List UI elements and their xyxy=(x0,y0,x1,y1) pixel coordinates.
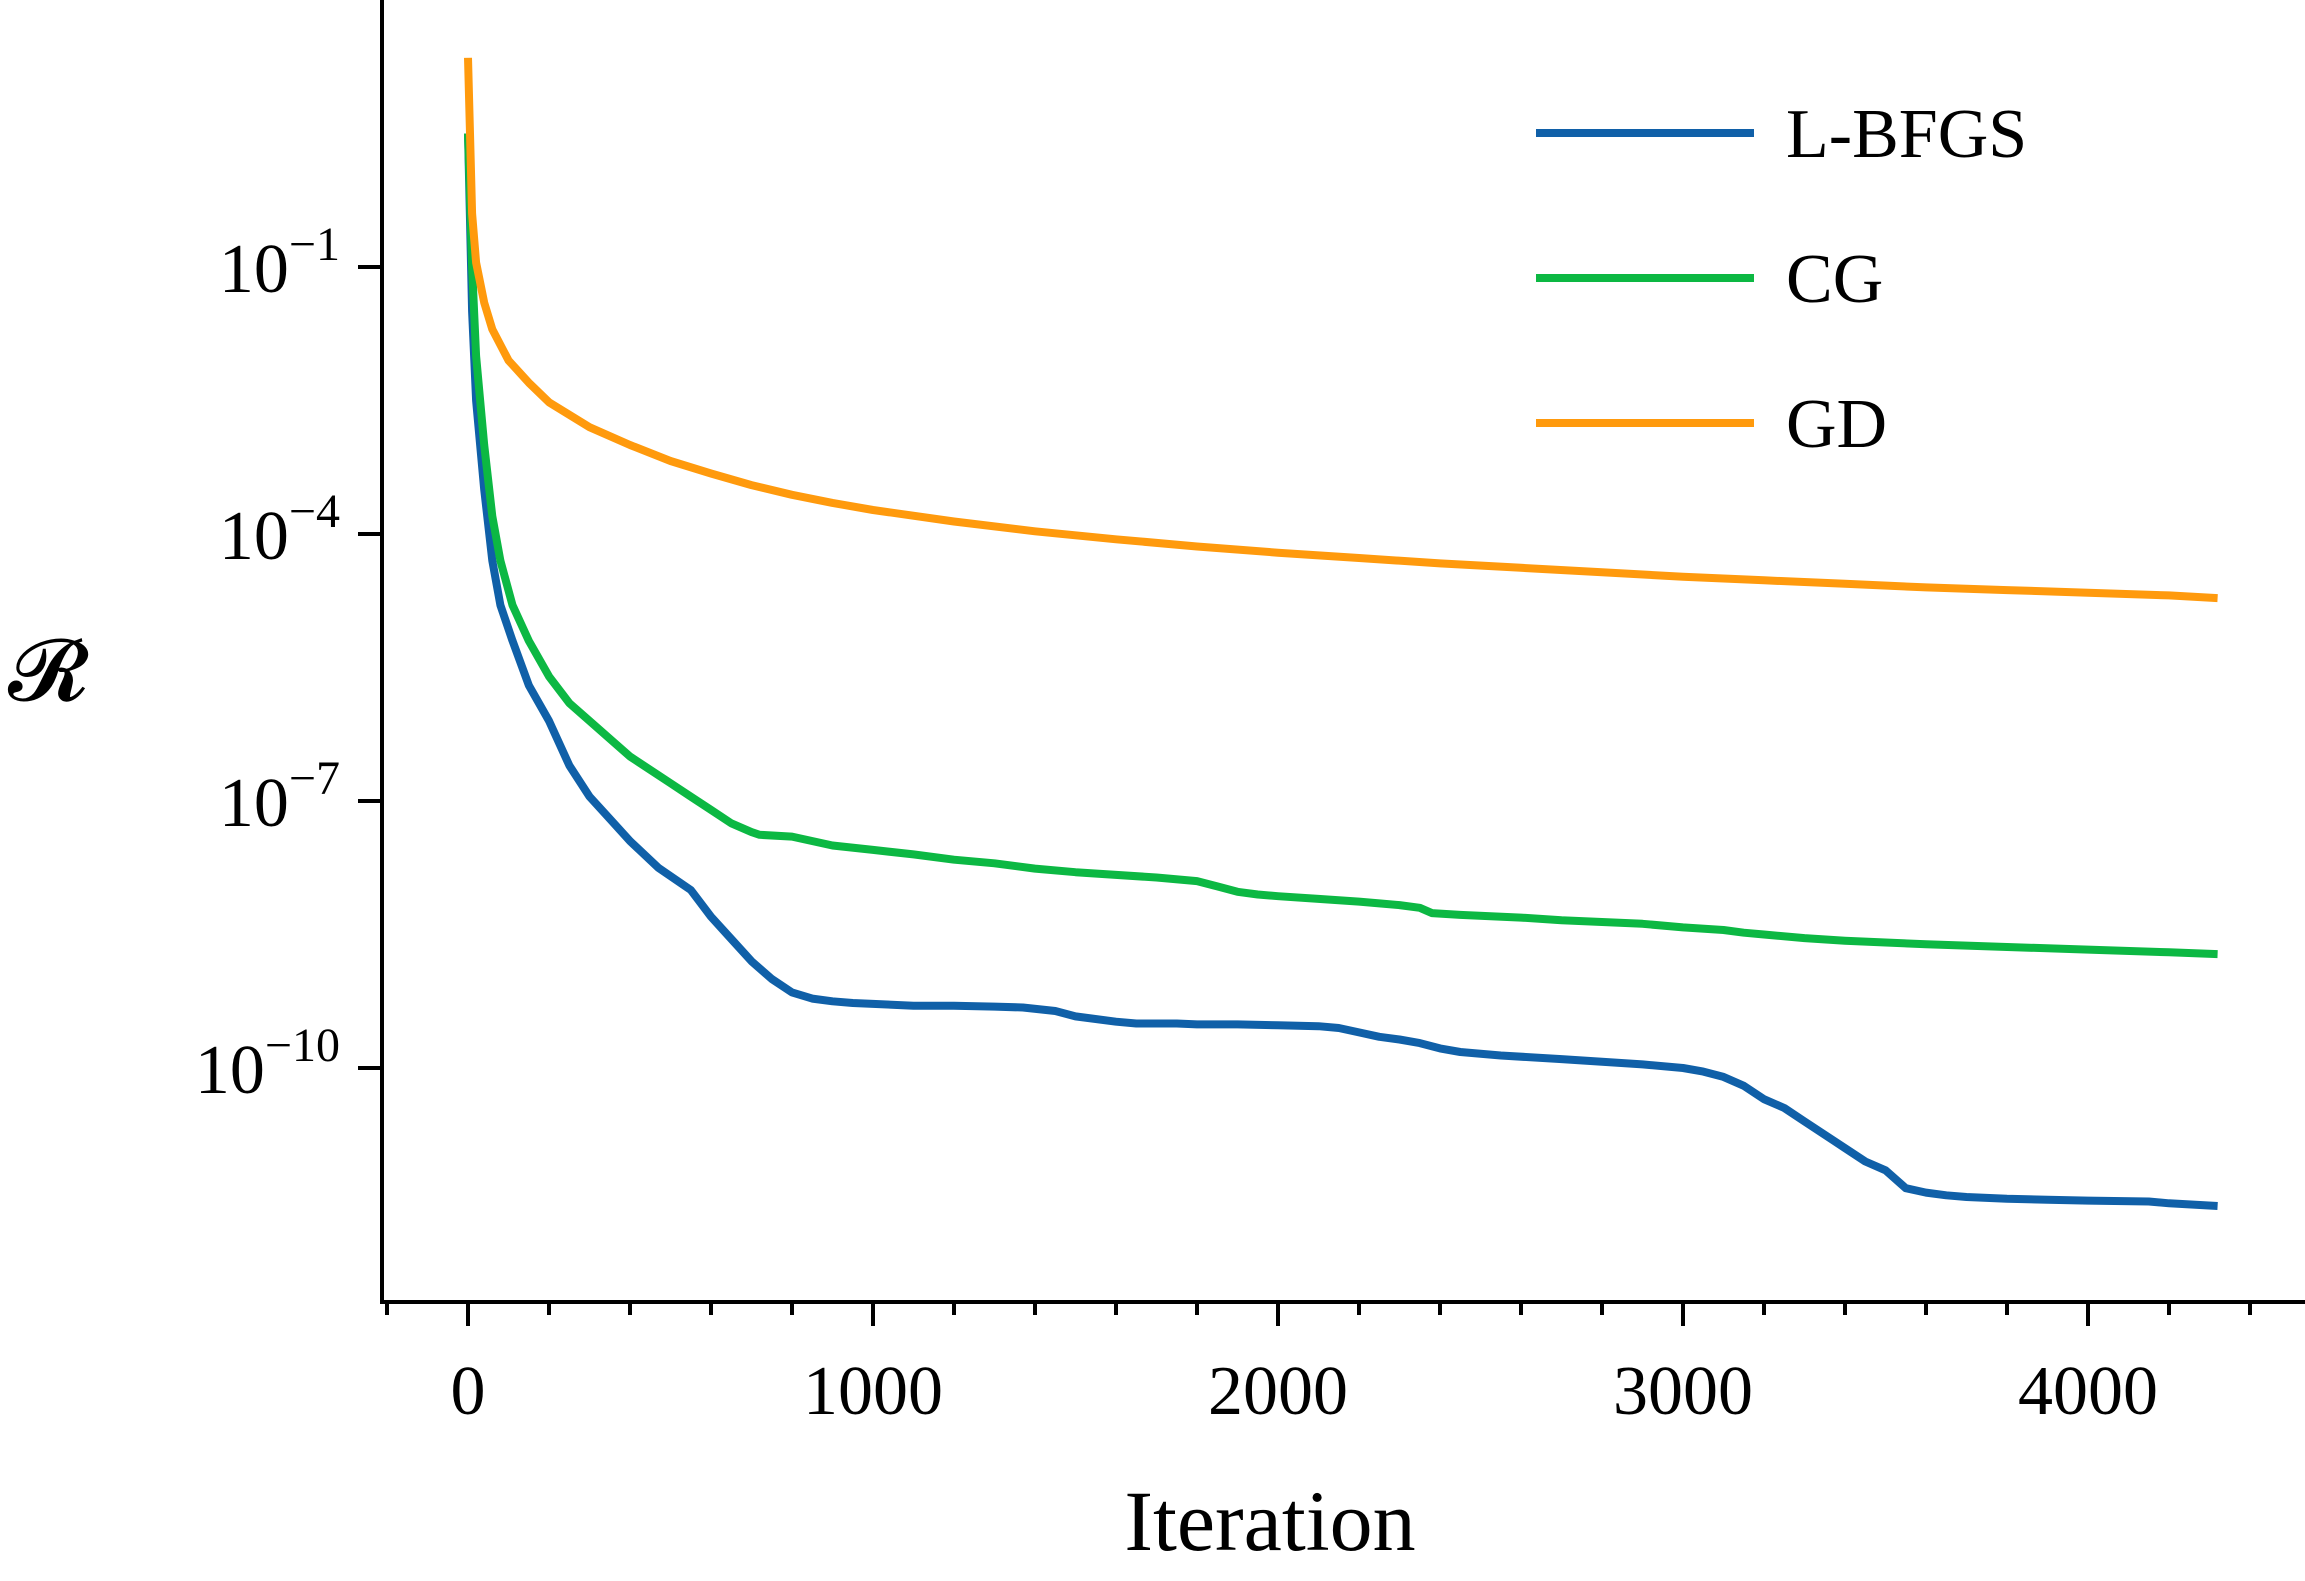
y-tick-label: 10−10 xyxy=(195,1019,340,1109)
legend-label-l-bfgs: L-BFGS xyxy=(1786,96,2027,173)
series-layer xyxy=(464,57,2218,1210)
y-tick-label: 10−7 xyxy=(219,752,340,842)
series-line-cg xyxy=(464,133,2218,959)
x-tick-label: 0 xyxy=(451,1353,486,1430)
legend-label-cg: CG xyxy=(1786,241,1883,318)
legend: L-BFGS CG GD xyxy=(1536,96,2027,463)
series-line-l-bfgs xyxy=(464,133,2218,1210)
legend-label-gd: GD xyxy=(1786,386,1887,463)
x-axis-label: Iteration xyxy=(1124,1473,1415,1569)
y-axis-label: 𝓡 xyxy=(8,623,89,719)
x-tick-label: 3000 xyxy=(1613,1353,1753,1430)
axes-layer xyxy=(380,0,2305,1304)
y-tick-label: 10−4 xyxy=(219,485,340,575)
x-tick-label: 2000 xyxy=(1208,1353,1348,1430)
x-ticks: 0 1000 2000 3000 4000 xyxy=(385,1302,2252,1430)
series-line-gd xyxy=(464,57,2218,603)
x-tick-label: 1000 xyxy=(803,1353,943,1430)
y-ticks: 10−1 10−4 10−7 10−10 xyxy=(195,218,382,1109)
x-tick-label: 4000 xyxy=(2018,1353,2158,1430)
y-tick-label: 10−1 xyxy=(219,218,340,308)
